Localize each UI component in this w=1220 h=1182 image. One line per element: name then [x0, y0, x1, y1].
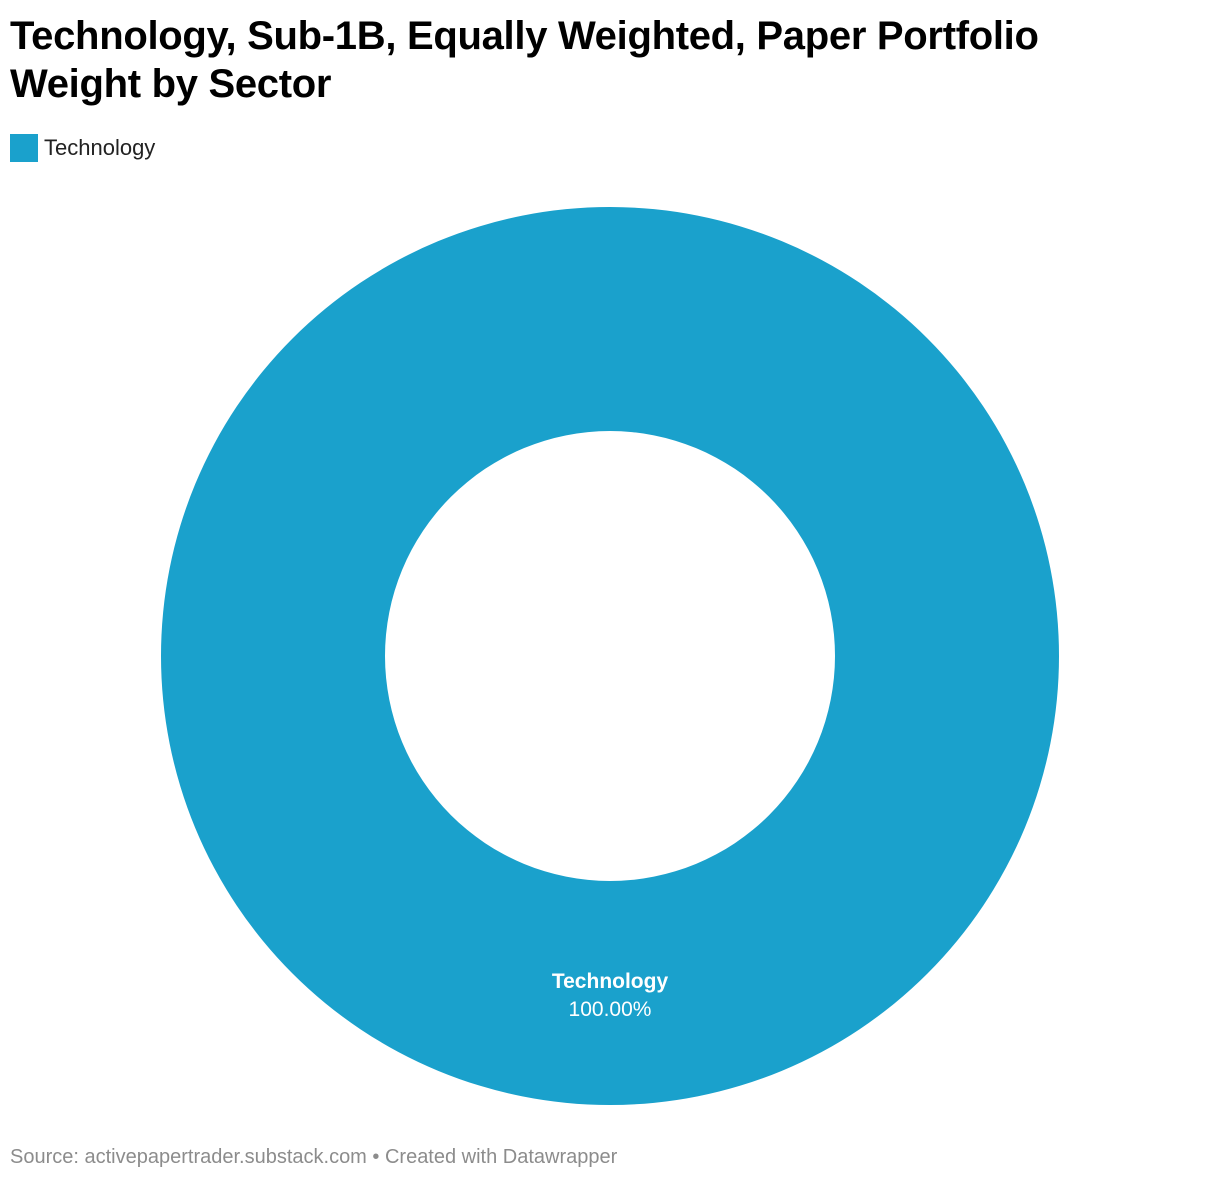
- chart-title-line-2: Weight by Sector: [10, 62, 332, 106]
- legend-swatch: [10, 134, 38, 162]
- donut-slice-technology: [161, 207, 1059, 1105]
- legend-label: Technology: [44, 135, 156, 160]
- chart-legend: Technology: [10, 134, 155, 162]
- slice-label: Technology: [552, 970, 669, 993]
- slice-value-label: 100.00%: [569, 998, 652, 1021]
- chart-title-line-1: Technology, Sub-1B, Equally Weighted, Pa…: [10, 14, 1039, 58]
- legend-item-technology: Technology: [10, 134, 155, 162]
- chart-footer: Source: activepapertrader.substack.com •…: [10, 1146, 618, 1168]
- chart-title: Technology, Sub-1B, Equally Weighted, Pa…: [10, 12, 1200, 108]
